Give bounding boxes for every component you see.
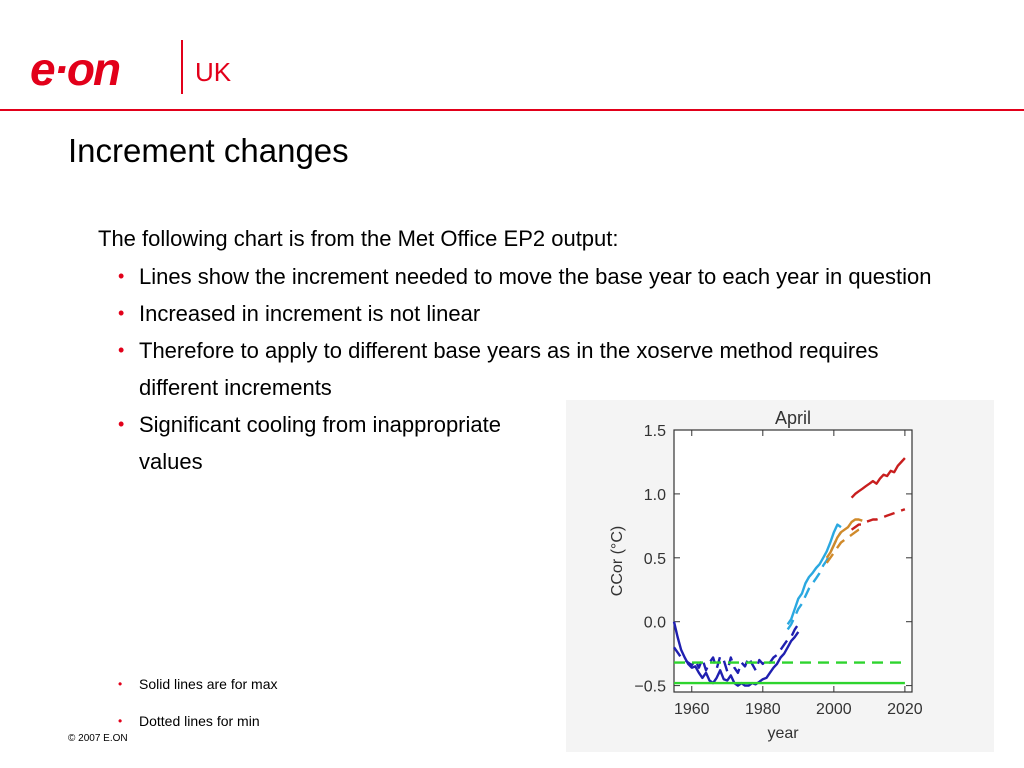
- logo-region-label: UK: [195, 57, 232, 87]
- series-line: [673, 623, 800, 674]
- slide-header: e·on UK: [0, 0, 1024, 111]
- y-tick-label: −0.5: [634, 679, 666, 696]
- april-chart: −0.5 0.0 0.5 1.0 1.5 1960 1980 2000 2020 April yea…: [566, 400, 994, 752]
- y-tick-label: 0.5: [644, 551, 666, 568]
- note-text: Solid lines are for max: [139, 676, 278, 692]
- bullet-dot-icon: •: [118, 677, 123, 691]
- x-tick-label: 2000: [816, 701, 852, 718]
- logo-divider: [181, 40, 183, 94]
- series-line: [825, 518, 863, 559]
- header-rule: [0, 109, 1024, 111]
- x-tick-label: 1960: [674, 701, 710, 718]
- eon-logo: e·on: [30, 43, 121, 95]
- bullet-text: Significant cooling from inappropriate v…: [139, 412, 501, 474]
- bullet-dot-icon: •: [118, 714, 123, 728]
- copyright-footer: © 2007 E.ON: [68, 733, 128, 744]
- x-axis-label: year: [767, 725, 799, 742]
- y-tick-label: 1.5: [644, 423, 666, 440]
- bullet-item: • Lines show the increment needed to move…: [118, 258, 938, 295]
- bullet-dot-icon: •: [118, 303, 125, 323]
- bullet-item: • Increased in increment is not linear: [118, 295, 938, 332]
- legend-notes: • Solid lines are for max • Dotted lines f…: [118, 672, 278, 746]
- note-text: Dotted lines for min: [139, 713, 260, 729]
- bullet-text: Therefore to apply to different base yea…: [139, 338, 879, 400]
- bullet-dot-icon: •: [118, 340, 125, 360]
- bullet-item: • Therefore to apply to different base ye…: [118, 332, 938, 406]
- series-line: [825, 527, 863, 564]
- intro-text: The following chart is from the Met Offi…: [98, 226, 619, 251]
- bullet-item: • Significant cooling from inappropriate …: [118, 406, 569, 480]
- y-tick-label: 1.0: [644, 487, 666, 504]
- series-line: [850, 457, 906, 499]
- chart-title: April: [775, 408, 811, 428]
- series-line: [672, 621, 800, 687]
- note-item: • Dotted lines for min: [118, 709, 278, 746]
- y-tick-label: 0.0: [644, 615, 666, 632]
- plot-frame: [673, 429, 913, 693]
- bullet-list: • Lines show the increment needed to move…: [118, 258, 938, 480]
- april-chart-panel: −0.5 0.0 0.5 1.0 1.5 1960 1980 2000 2020 April yea…: [566, 400, 994, 752]
- series-line: [786, 523, 842, 625]
- x-tick-label: 1980: [745, 701, 781, 718]
- bullet-text: Lines show the increment needed to move …: [139, 264, 932, 289]
- note-item: • Solid lines are for max: [118, 672, 278, 709]
- bullet-dot-icon: •: [118, 266, 125, 286]
- eon-wordmark: e·on: [30, 43, 121, 95]
- bullet-text: Increased in increment is not linear: [139, 301, 481, 326]
- slide-title: Increment changes: [68, 132, 349, 169]
- y-axis-label: CCor (°C): [609, 526, 626, 596]
- x-tick-label: 2020: [887, 701, 923, 718]
- bullet-dot-icon: •: [118, 414, 125, 434]
- series-line: [850, 508, 906, 531]
